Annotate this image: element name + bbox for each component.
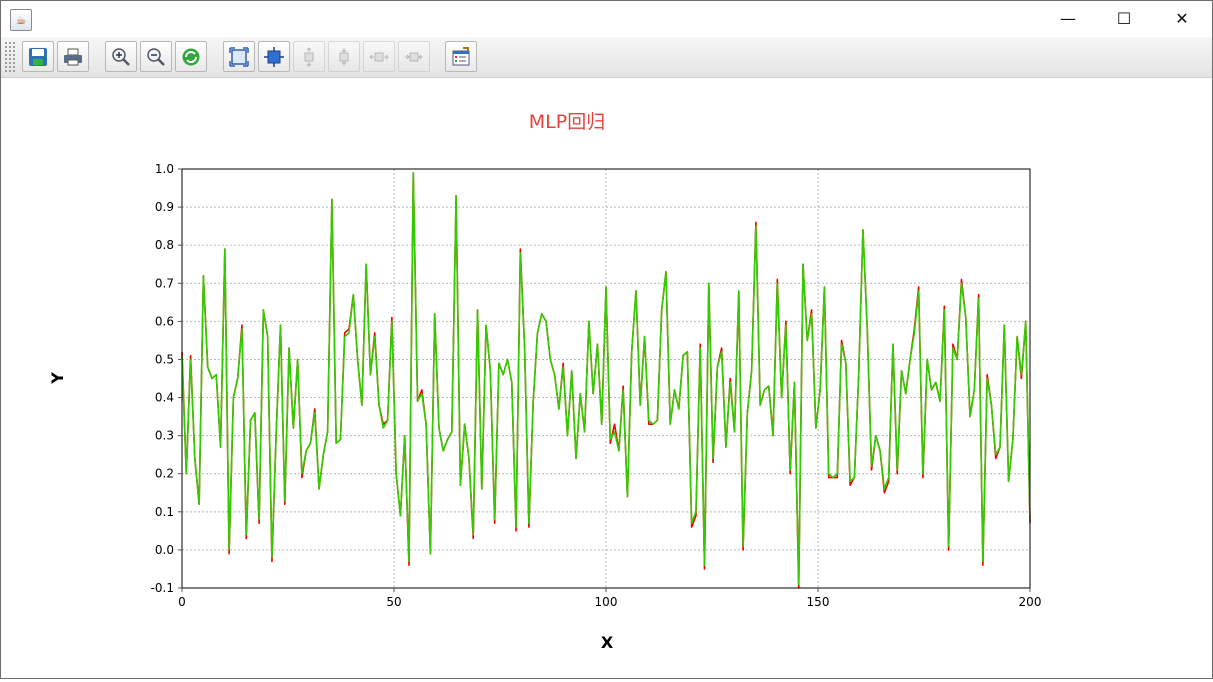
x-tick-label: 0 [178, 595, 186, 609]
chart-panel: MLP回归 -0.1 0.0 0.1 0.2 0.3 0.4 0.5 0.6 0.7 0.8 0.9… [1, 78, 1212, 678]
series-line-green [181, 172, 1031, 585]
minimize-button[interactable]: — [1039, 1, 1097, 37]
y-tick-label: 0.4 [155, 391, 174, 405]
y-tick-label: 0.3 [155, 429, 174, 443]
zoom-out-icon [147, 48, 165, 66]
x-tick-label: 150 [807, 595, 830, 609]
maximize-button[interactable]: ☐ [1095, 1, 1153, 37]
properties-button[interactable] [445, 41, 477, 72]
java-app-icon: ☕ [10, 9, 32, 31]
y-tick-label: 0.8 [155, 238, 174, 252]
refresh-icon [182, 48, 200, 66]
fit-selected-icon [264, 47, 284, 67]
toolbar-grip[interactable] [4, 41, 16, 73]
fit-horizontal-alt-icon [405, 52, 423, 62]
y-tick-label: 0.0 [155, 543, 174, 557]
y-tick-label: 0.7 [155, 276, 174, 290]
close-button[interactable]: ✕ [1153, 1, 1211, 37]
zoom-in-button[interactable] [105, 41, 137, 72]
fit-horizontal-icon [369, 52, 389, 62]
x-tick-label: 200 [1019, 595, 1042, 609]
y-tick-label: 0.9 [155, 200, 174, 214]
x-tick-label: 50 [386, 595, 401, 609]
x-axis-label: X [601, 633, 614, 652]
minimize-icon: — [1060, 9, 1076, 28]
print-icon [64, 48, 82, 66]
zoom-out-button[interactable] [140, 41, 172, 72]
y-tick-label: 0.1 [155, 505, 174, 519]
save-icon [29, 48, 47, 66]
fit-all-icon [229, 47, 249, 67]
zoom-in-icon [112, 48, 130, 66]
save-button[interactable] [22, 41, 54, 72]
y-tick-label: 0.2 [155, 467, 174, 481]
title-bar: ☕ — ☐ ✕ [1, 1, 1212, 37]
refresh-button[interactable] [175, 41, 207, 72]
fit-vertical-button[interactable] [293, 41, 325, 72]
chart-title: MLP回归 [529, 111, 605, 133]
y-axis-label: Y [48, 372, 67, 385]
properties-icon [452, 47, 470, 66]
close-icon: ✕ [1175, 9, 1189, 28]
toolbar [1, 37, 1212, 78]
fit-horizontal-alt-button[interactable] [398, 41, 430, 72]
y-tick-label: 1.0 [155, 162, 174, 176]
y-tick-label: 0.6 [155, 314, 174, 328]
grid-lines [181, 168, 1031, 589]
fit-all-button[interactable] [223, 41, 255, 72]
line-chart[interactable]: MLP回归 -0.1 0.0 0.1 0.2 0.3 0.4 0.5 0.6 0.7 0.8 0.9… [1, 78, 1212, 678]
maximize-icon: ☐ [1116, 9, 1132, 28]
y-tick-label: -0.1 [151, 581, 174, 595]
print-button[interactable] [57, 41, 89, 72]
fit-vertical-alt-button[interactable] [328, 41, 360, 72]
fit-selected-button[interactable] [258, 41, 290, 72]
y-tick-label: 0.5 [155, 352, 174, 366]
series-layer [181, 172, 1031, 589]
fit-vertical-alt-icon [339, 48, 349, 66]
fit-vertical-icon [304, 47, 314, 67]
fit-horizontal-button[interactable] [363, 41, 395, 72]
x-tick-label: 100 [595, 595, 618, 609]
axis-ticks: -0.1 0.0 0.1 0.2 0.3 0.4 0.5 0.6 0.7 0.8 0.9 1.0 0 50… [151, 162, 1042, 609]
